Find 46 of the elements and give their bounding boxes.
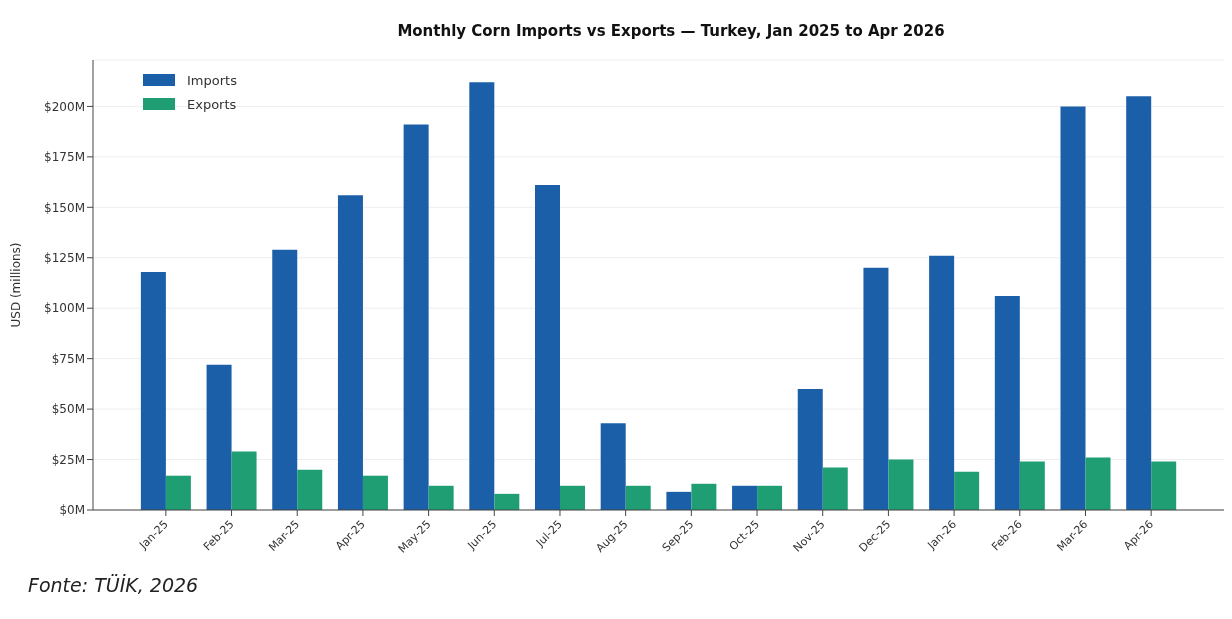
bar (560, 485, 586, 510)
bar (1060, 106, 1086, 510)
y-tick-label: $100M (44, 301, 85, 316)
y-tick-label: $75M (51, 351, 85, 366)
y-tick-label: $200M (44, 99, 85, 114)
bar (272, 249, 298, 510)
bar (757, 485, 783, 510)
source-note: Fonte: TÜİK, 2026 (27, 574, 200, 596)
bar (666, 491, 692, 510)
bar (1085, 457, 1111, 510)
legend-label: Exports (187, 96, 237, 112)
y-tick-label: $125M (44, 251, 85, 266)
y-tick-label: $175M (44, 150, 85, 165)
bar (691, 483, 717, 510)
bar (994, 296, 1020, 510)
bar (206, 364, 232, 510)
chart-title: Monthly Corn Imports vs Exports — Turkey, Jan 2025 to Apr 2026 (396, 21, 946, 40)
bar (600, 423, 626, 510)
bar (1019, 461, 1045, 510)
y-tick-label: $25M (51, 452, 85, 467)
bar (732, 485, 758, 510)
y-tick-label: $150M (44, 200, 85, 215)
legend-label: Imports (187, 72, 237, 88)
y-tick-label: $50M (51, 402, 85, 417)
bar (797, 388, 823, 510)
bar (165, 475, 191, 510)
bar (231, 451, 257, 510)
bar (428, 485, 454, 510)
bar (494, 493, 520, 510)
bar (1126, 96, 1152, 510)
bar (929, 255, 955, 510)
bar (337, 195, 363, 510)
bar (297, 469, 323, 510)
bar (625, 485, 651, 510)
bar (1151, 461, 1177, 510)
bar (403, 124, 429, 510)
y-axis-title: USD (millions) (9, 242, 24, 328)
bar (954, 471, 980, 510)
bar (469, 82, 495, 510)
bar (140, 271, 166, 510)
bar (863, 267, 889, 510)
bar (822, 467, 848, 510)
bar (535, 185, 561, 510)
bar (888, 459, 914, 510)
y-tick-label: $0M (59, 503, 85, 518)
bar (362, 475, 388, 510)
